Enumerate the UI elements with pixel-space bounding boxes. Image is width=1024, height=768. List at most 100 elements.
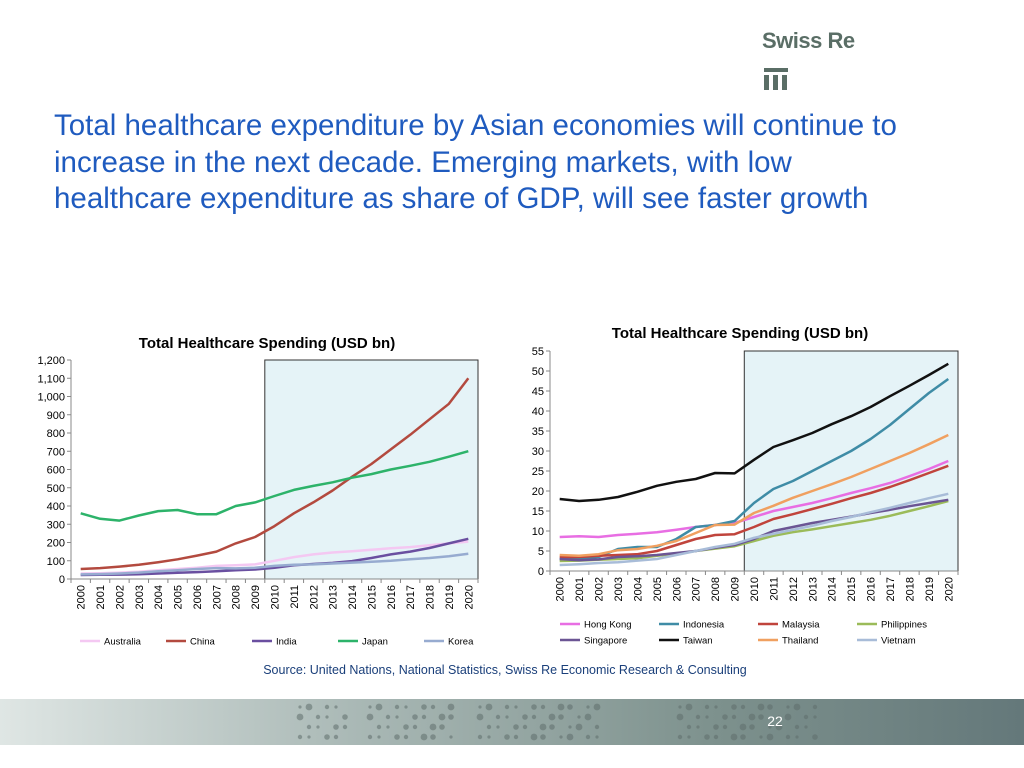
legend-entry: Korea xyxy=(424,637,474,648)
legend-entry: Taiwan xyxy=(659,636,713,647)
legend-entry: Vietnam xyxy=(857,636,916,647)
y-tick-label: 10 xyxy=(532,526,544,538)
slide-headline: Total healthcare expenditure by Asian ec… xyxy=(54,109,897,215)
footer-dot-pattern xyxy=(296,703,818,741)
legend-label: Taiwan xyxy=(683,636,713,647)
x-tick-label: 2015 xyxy=(366,585,378,609)
x-tick-label: 2017 xyxy=(885,577,897,601)
legend-entry: China xyxy=(166,637,216,648)
y-tick-label: 0 xyxy=(59,574,65,586)
x-tick-label: 2002 xyxy=(594,577,606,601)
x-tick-label: 2005 xyxy=(173,585,185,609)
legend-label: Thailand xyxy=(782,636,818,647)
x-tick-label: 2008 xyxy=(231,585,243,609)
series-line-philippines xyxy=(559,499,949,563)
legend-entry: Thailand xyxy=(758,636,818,647)
legend-label: Indonesia xyxy=(683,620,725,631)
legend-entry: India xyxy=(252,637,297,648)
x-tick-label: 2014 xyxy=(827,577,839,601)
x-tick-label: 2003 xyxy=(134,585,146,609)
swiss-re-logo: Swiss Re xyxy=(762,28,882,90)
source-note: Source: United Nations, National Statist… xyxy=(263,663,747,677)
y-tick-label: 600 xyxy=(47,465,65,477)
x-tick-label: 2017 xyxy=(405,585,417,609)
y-tick-label: 20 xyxy=(532,486,544,498)
y-tick-label: 100 xyxy=(47,556,65,568)
chart-asia-emerging-economies: Total Healthcare Spending (USD bn) 0 5 10 15… xyxy=(532,325,959,647)
x-tick-label: 2010 xyxy=(749,577,761,601)
series-line-indonesia xyxy=(559,377,950,561)
x-tick-label: 2020 xyxy=(463,585,475,609)
legend-label: Korea xyxy=(448,637,474,648)
swiss-re-logo-icon xyxy=(764,68,788,90)
y-tick-label: 5 xyxy=(538,546,544,558)
legend-label: Hong Kong xyxy=(584,620,632,631)
legend-label: Philippines xyxy=(881,620,927,631)
series-line-taiwan xyxy=(559,362,949,503)
x-tick-label: 2011 xyxy=(768,577,780,601)
y-tick-label: 1,200 xyxy=(37,355,65,367)
x-tick-label: 2013 xyxy=(328,585,340,609)
y-tick-label: 35 xyxy=(532,426,544,438)
x-tick-label: 2007 xyxy=(211,585,223,609)
y-tick-label: 400 xyxy=(47,501,65,513)
x-tick-label: 2010 xyxy=(270,585,282,609)
x-tick-label: 2018 xyxy=(904,577,916,601)
series-line-malaysia xyxy=(559,464,949,559)
series-line-korea xyxy=(80,552,469,576)
chart-asia-major-economies: Total Healthcare Spending (USD bn) 0 100 20… xyxy=(37,335,479,648)
x-tick-label: 2006 xyxy=(671,577,683,601)
series-line-japan xyxy=(80,449,469,522)
forecast-shaded-region xyxy=(264,359,479,580)
y-tick-label: 700 xyxy=(47,446,65,458)
x-tick-label: 2005 xyxy=(652,577,664,601)
footer-bar: 22 xyxy=(0,699,1024,745)
forecast-shaded-region xyxy=(743,350,959,572)
x-tick-label: 2016 xyxy=(866,577,878,601)
x-tick-label: 2014 xyxy=(347,585,359,609)
x-tick-label: 2001 xyxy=(95,585,107,609)
legend-label: Singapore xyxy=(584,636,627,647)
y-tick-label: 45 xyxy=(532,386,544,398)
legend-entry: Japan xyxy=(338,637,388,648)
y-tick-label: 40 xyxy=(532,406,544,418)
y-tick-label: 55 xyxy=(532,346,544,358)
x-tick-label: 2012 xyxy=(308,585,320,609)
x-tick-label: 2007 xyxy=(691,577,703,601)
x-tick-label: 2012 xyxy=(788,577,800,601)
page-number: 22 xyxy=(767,713,783,729)
chart-title: Total Healthcare Spending (USD bn) xyxy=(139,335,395,352)
x-tick-label: 2006 xyxy=(192,585,204,609)
legend-entry: Singapore xyxy=(560,636,627,647)
series-line-india xyxy=(80,537,469,577)
x-tick-label: 2001 xyxy=(574,577,586,601)
x-tick-label: 2004 xyxy=(153,585,165,609)
x-tick-label: 2018 xyxy=(425,585,437,609)
series-line-hong-kong xyxy=(559,459,949,539)
legend-label: China xyxy=(190,637,216,648)
x-tick-label: 2020 xyxy=(943,577,955,601)
x-tick-label: 2019 xyxy=(444,585,456,609)
y-tick-label: 200 xyxy=(47,538,65,550)
legend-label: Malaysia xyxy=(782,620,820,631)
x-tick-label: 2000 xyxy=(76,585,88,609)
legend-entry: Malaysia xyxy=(758,620,820,631)
legend-entry: Australia xyxy=(80,637,142,648)
chart-title: Total Healthcare Spending (USD bn) xyxy=(612,325,868,342)
x-tick-label: 2002 xyxy=(114,585,126,609)
y-tick-label: 1,100 xyxy=(37,373,65,385)
x-tick-label: 2015 xyxy=(846,577,858,601)
legend-label: Vietnam xyxy=(881,636,916,647)
x-tick-label: 2000 xyxy=(555,577,567,601)
x-tick-label: 2013 xyxy=(807,577,819,601)
legend-entry: Indonesia xyxy=(659,620,725,631)
x-tick-label: 2009 xyxy=(730,577,742,601)
series-line-china xyxy=(80,377,470,571)
legend-label: Australia xyxy=(104,637,142,648)
series-line-vietnam xyxy=(559,492,949,567)
x-tick-label: 2009 xyxy=(250,585,262,609)
x-tick-label: 2003 xyxy=(613,577,625,601)
y-tick-label: 900 xyxy=(47,410,65,422)
y-tick-label: 50 xyxy=(532,366,544,378)
legend-label: Japan xyxy=(362,637,388,648)
